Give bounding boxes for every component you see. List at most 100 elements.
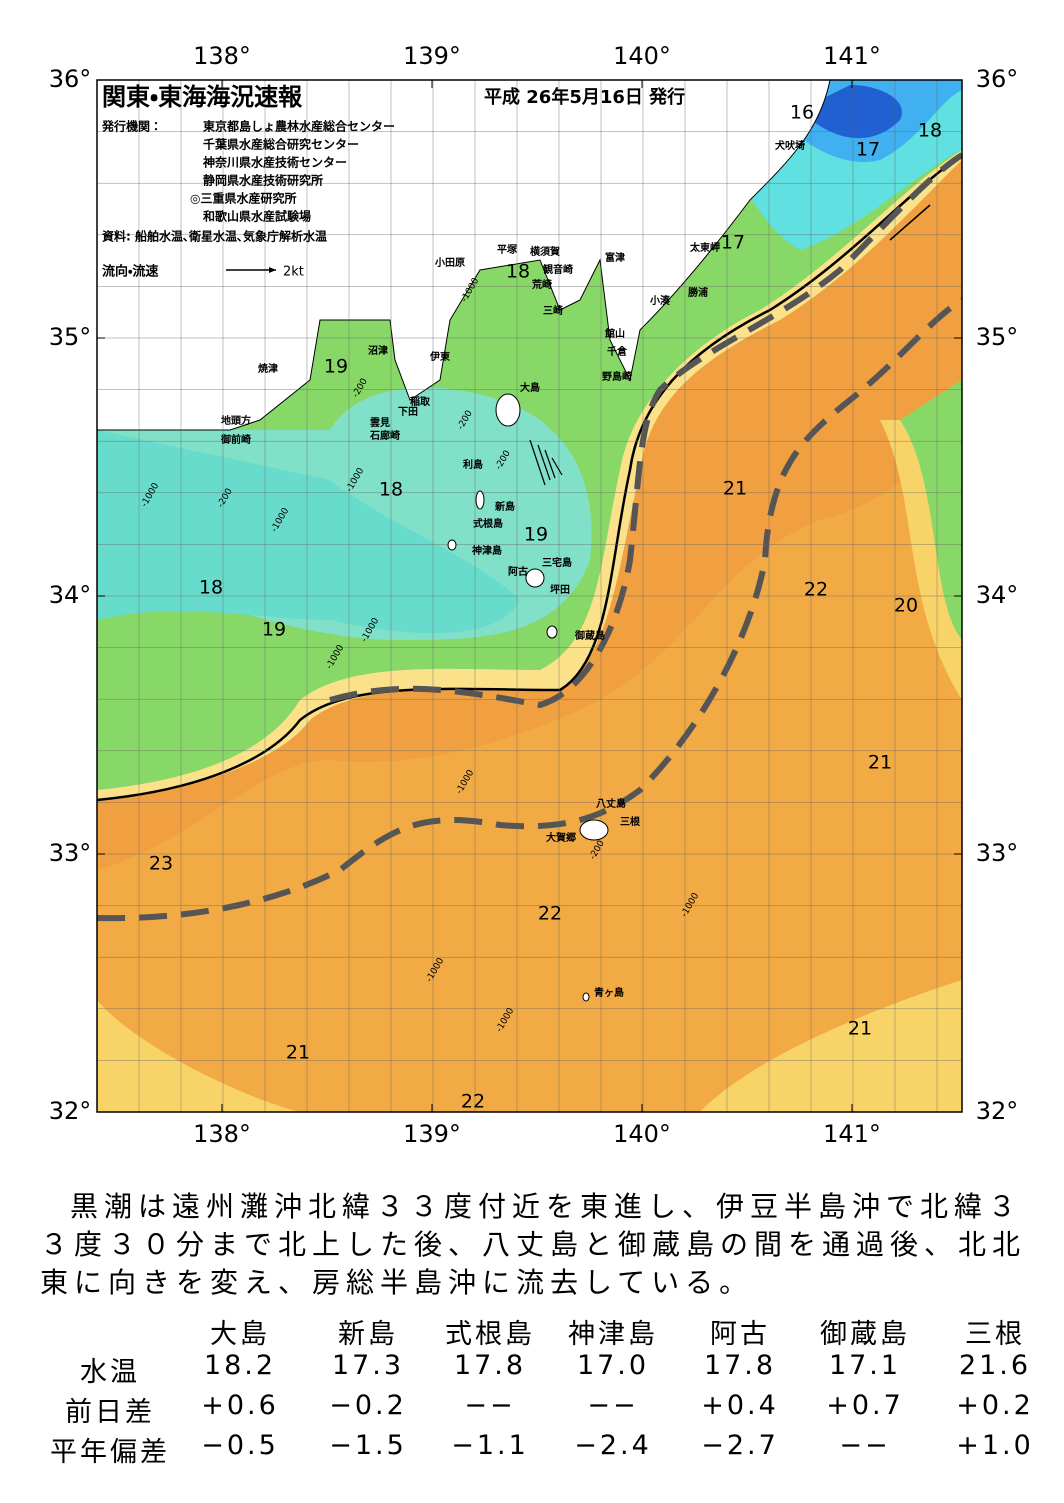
place-name: 小湊	[649, 294, 671, 307]
column-header: 式根島	[445, 1319, 535, 1350]
lat-label: 33°	[976, 839, 1019, 867]
isotherm-label: 17	[856, 139, 880, 161]
isotherm-label: 21	[286, 1042, 310, 1064]
isotherm-label: 18	[506, 261, 530, 283]
isotherm-label: 18	[379, 479, 403, 501]
lon-label: 139°	[403, 1120, 461, 1148]
column-header: 神津島	[568, 1319, 658, 1350]
place-name: 阿古	[508, 565, 528, 578]
legend-speed: 2kt	[283, 265, 304, 280]
isotherm-label: 22	[538, 903, 562, 925]
table-cell: 17.0	[576, 1350, 650, 1381]
lon-label: 141°	[823, 42, 881, 70]
place-name: 観音崎	[543, 263, 573, 276]
place-name: 利島	[463, 458, 483, 471]
lon-label: 140°	[613, 1120, 671, 1148]
table-cell: −1.1	[451, 1430, 529, 1461]
place-name: 野島崎	[602, 370, 632, 383]
place-name: 犬吠埼	[775, 139, 805, 152]
place-name: 勝浦	[688, 286, 708, 299]
lon-label: 138°	[193, 42, 251, 70]
isotherm-label: 17	[721, 232, 745, 254]
place-name: 大賀郷	[546, 831, 576, 844]
org-name: 東京都島しょ農林水産総合センター	[203, 119, 395, 134]
column-header: 御蔵島	[820, 1319, 910, 1350]
place-name: 三宅島	[542, 556, 572, 569]
org-name: 神奈川県水産技術センター	[202, 155, 347, 170]
table-cell: −1.5	[329, 1430, 407, 1461]
isotherm-label: 19	[324, 356, 348, 378]
place-name: 三崎	[543, 304, 563, 317]
place-name: 坪田	[550, 583, 570, 596]
lon-label: 138°	[193, 1120, 251, 1148]
place-name: 焼津	[258, 362, 278, 375]
legend-label: 流向・流速	[102, 264, 158, 280]
place-name: 石廊崎	[369, 429, 400, 442]
place-name: 荒崎	[531, 278, 552, 291]
place-name: 青ヶ島	[594, 986, 624, 999]
isotherm-label: 18	[918, 120, 942, 142]
column-header: 大島	[210, 1319, 270, 1350]
isotherm-label: 19	[524, 524, 548, 546]
map: 関東・東海海況速報 平成 26年5月16日 発行 発行機関： 資料: 船舶水温､…	[49, 42, 1019, 1148]
lat-label: 35°	[49, 323, 92, 351]
table-cell: −−	[464, 1390, 516, 1421]
lat-label: 34°	[976, 581, 1019, 609]
table-cell: 17.1	[828, 1350, 902, 1381]
org-name: ◎三重県水産研究所	[190, 191, 296, 206]
isotherm-label: 16	[790, 102, 814, 124]
table-cell: −2.7	[701, 1430, 779, 1461]
place-name: 伊東	[429, 350, 450, 363]
lat-label: 32°	[49, 1097, 92, 1125]
org-name: 和歌山県水産試験場	[202, 209, 311, 224]
lat-label: 36°	[976, 65, 1019, 93]
isotherm-label: 20	[894, 595, 918, 617]
place-name: 雲見	[370, 417, 390, 429]
place-name: 神津島	[471, 544, 502, 557]
table-cell: 17.8	[453, 1350, 527, 1381]
isotherm-label: 21	[723, 478, 747, 500]
lon-label: 139°	[403, 42, 461, 70]
table-cell: +0.4	[701, 1390, 779, 1421]
table-cell: +0.6	[201, 1390, 279, 1421]
lon-label: 140°	[613, 42, 671, 70]
title: 関東・東海海況速報	[102, 83, 303, 111]
place-name: 式根島	[473, 517, 503, 530]
table-cell: −−	[839, 1430, 891, 1461]
table-cell: 18.2	[203, 1350, 277, 1381]
table-cell: 17.8	[703, 1350, 777, 1381]
table-cell: −0.5	[201, 1430, 279, 1461]
place-name: 御蔵島	[574, 629, 605, 642]
table-cell: +0.2	[956, 1390, 1034, 1421]
lat-label: 35°	[976, 323, 1019, 351]
isotherm-label: 18	[199, 577, 223, 599]
issue-date: 平成 26年5月16日 発行	[484, 86, 685, 108]
table-cell: 21.6	[958, 1350, 1032, 1381]
org-name: 千葉県水産総合研究センター	[203, 137, 359, 152]
isotherm-label: 23	[149, 853, 173, 875]
source: 資料: 船舶水温､衛星水温､気象庁解析水温	[102, 229, 327, 244]
place-name: 三根	[620, 815, 641, 828]
legend-arrow-head	[269, 267, 276, 273]
row-label: 水温	[80, 1357, 140, 1388]
sea-temperature	[97, 80, 962, 1112]
place-name: 大島	[520, 381, 540, 394]
isotherm-label: 22	[804, 579, 828, 601]
place-name: 御前崎	[220, 433, 251, 446]
table-cell: −2.4	[574, 1430, 652, 1461]
isotherm-label: 19	[262, 619, 286, 641]
lat-label: 36°	[49, 65, 92, 93]
place-name: 小田原	[434, 256, 465, 269]
row-label: 前日差	[65, 1397, 155, 1428]
lat-label: 34°	[49, 581, 92, 609]
place-name: 横須賀	[530, 245, 560, 258]
place-name: 館山	[604, 327, 625, 340]
lat-label: 33°	[49, 839, 92, 867]
place-name: 下田	[398, 406, 418, 418]
table-cell: −0.2	[329, 1390, 407, 1421]
column-header: 三根	[965, 1319, 1025, 1350]
place-name: 富津	[605, 251, 625, 264]
table-cell: +0.7	[826, 1390, 904, 1421]
place-name: 八丈島	[596, 797, 626, 810]
place-name: 千倉	[607, 345, 628, 358]
